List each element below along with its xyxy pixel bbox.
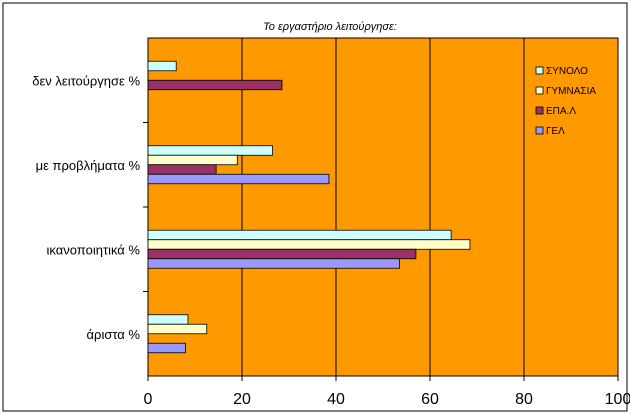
legend-label: ΣΥΝΟΛΟ <box>546 66 588 77</box>
x-tick-label: 0 <box>144 391 153 408</box>
legend-label: ΕΠΑ.Λ <box>546 106 576 117</box>
x-tick-label: 20 <box>233 391 251 408</box>
category-label: ικανοποιητικά % <box>47 242 141 257</box>
bar <box>147 314 189 325</box>
legend-label: ΓΕΛ <box>546 126 565 137</box>
category-label: με προβλήματα % <box>36 158 141 173</box>
category-label: άριστα % <box>87 327 141 342</box>
bar <box>147 342 186 354</box>
chart-title: Το εργαστήριο λειτούργησε: <box>263 21 397 33</box>
x-tick-label: 100 <box>605 391 630 408</box>
legend-swatch <box>535 66 544 75</box>
legend-swatch <box>535 126 544 135</box>
bar <box>147 145 273 156</box>
bar <box>147 79 283 91</box>
bar <box>147 173 330 185</box>
legend-label: ΓΥΜΝΑΣΙΑ <box>546 86 596 97</box>
x-tick-label: 80 <box>515 391 533 408</box>
bar <box>147 154 238 166</box>
legend-swatch <box>535 106 544 115</box>
bar <box>147 323 208 335</box>
bar <box>147 164 217 175</box>
bar <box>147 60 177 72</box>
bar <box>147 229 452 241</box>
bar <box>147 248 417 260</box>
bar <box>147 239 471 250</box>
legend-swatch <box>535 86 544 95</box>
x-tick-label: 40 <box>327 391 345 408</box>
x-tick-label: 60 <box>421 391 439 408</box>
bar <box>147 258 400 269</box>
category-label: δεν λειτούργησε % <box>32 73 140 88</box>
